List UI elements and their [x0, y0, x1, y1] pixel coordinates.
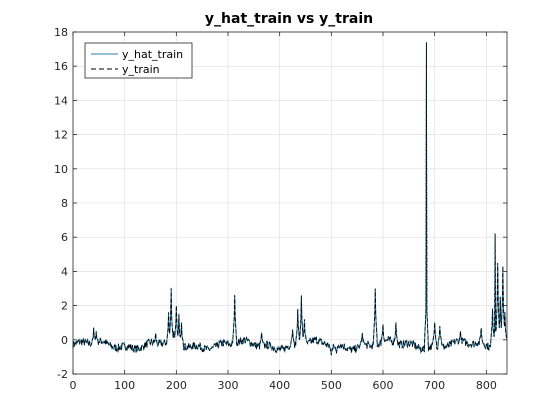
y-tick-label: 14: [54, 94, 68, 107]
x-tick-label: 200: [166, 379, 187, 392]
y-tick-label: 2: [61, 300, 68, 313]
y-tick-label: 4: [61, 265, 68, 278]
x-tick-label: 100: [114, 379, 135, 392]
y-tick-label: 0: [61, 334, 68, 347]
x-tick-label: 800: [476, 379, 497, 392]
chart-title: y_hat_train vs y_train: [205, 11, 373, 27]
y-tick-label: 18: [54, 26, 68, 39]
legend[interactable]: y_hat_train y_train: [84, 42, 193, 79]
series-line-y-train: [72, 42, 507, 356]
x-tick-label: 500: [321, 379, 342, 392]
legend-entry-label: y_hat_train: [122, 48, 183, 61]
x-tick-label: 0: [70, 379, 77, 392]
y-tick-label: 16: [54, 60, 68, 73]
series-layer: [72, 42, 507, 356]
x-tick-label: 700: [424, 379, 445, 392]
x-tick-label: 400: [269, 379, 290, 392]
legend-entry-label: y_train: [122, 63, 160, 76]
y-tick-label: 12: [54, 129, 68, 142]
legend-box: [84, 42, 193, 79]
y-tick-label: 6: [61, 231, 68, 244]
y-tick-label: 8: [61, 197, 68, 210]
y-tick-label: 10: [54, 163, 68, 176]
x-tick-label: 600: [373, 379, 394, 392]
y-tick-label: -2: [57, 368, 68, 381]
ticks: 0 100 200 300 400 500 600 700 800-20246810121416…: [54, 26, 507, 392]
x-tick-label: 300: [218, 379, 239, 392]
